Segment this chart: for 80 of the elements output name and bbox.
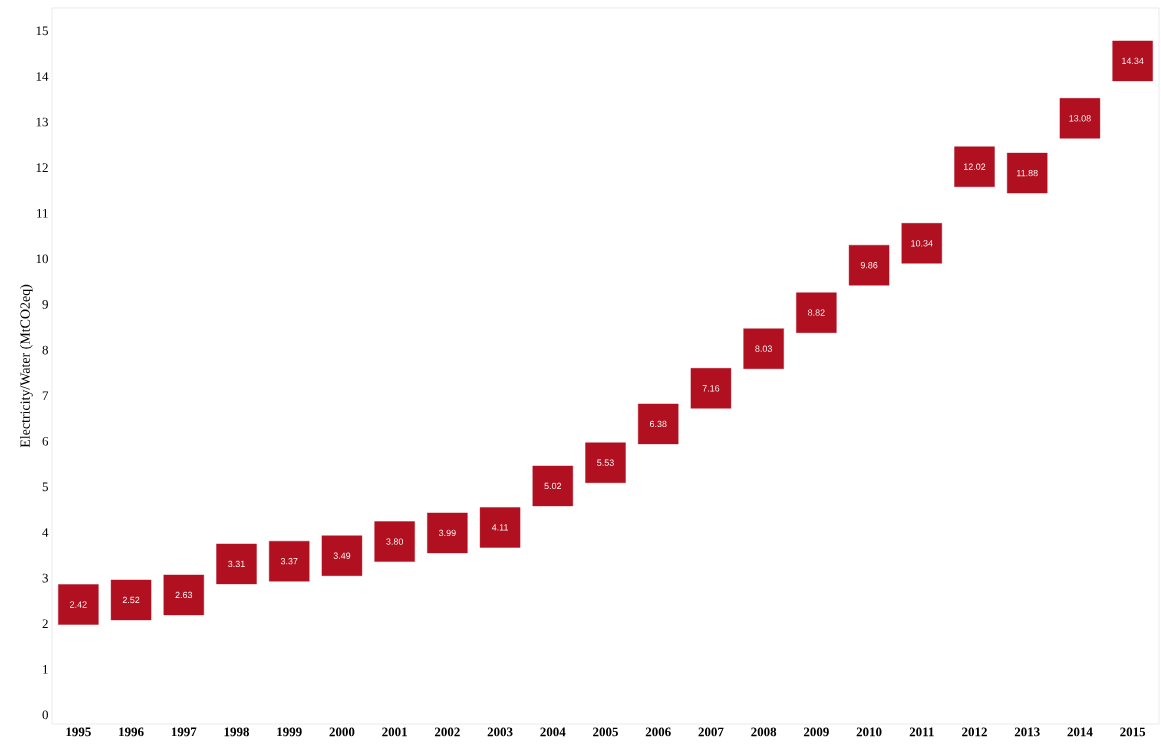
y-tick-label: 5: [42, 482, 48, 492]
y-tick-label: 15: [36, 26, 48, 36]
data-label: 12.02: [963, 163, 986, 170]
y-tick-label: 14: [36, 72, 49, 81]
x-tick-label: 2001: [382, 727, 407, 737]
data-label: 5.53: [597, 459, 614, 466]
point: [479, 507, 521, 548]
data-label: 3.49: [333, 552, 351, 559]
y-tick-label: 7: [42, 391, 49, 400]
x-tick-label: 1999: [277, 727, 302, 737]
data-label: 2.63: [175, 591, 193, 599]
y-tick-label: 13: [36, 117, 48, 127]
y-tick-label: 2: [42, 619, 48, 628]
point: [954, 146, 995, 187]
point: [901, 223, 942, 264]
y-tick-label: 0: [42, 710, 48, 720]
point: [110, 579, 152, 621]
point: [585, 442, 626, 483]
data-label: 5.02: [544, 482, 562, 490]
point: [532, 465, 573, 507]
point: [427, 512, 468, 554]
point: [1059, 98, 1101, 139]
x-tick-label: 2011: [909, 727, 934, 737]
data-label: 3.37: [280, 558, 298, 565]
point: [58, 584, 99, 625]
point: [638, 403, 679, 445]
point: [1112, 40, 1153, 82]
y-tick-label: 6: [42, 436, 49, 446]
y-tick-label: 4: [42, 528, 49, 537]
x-tick-label: 1996: [119, 727, 144, 737]
x-tick-label: 2013: [1014, 727, 1040, 737]
point: [796, 292, 837, 333]
x-tick-label: 2004: [540, 727, 566, 737]
y-tick-label: 11: [37, 208, 48, 218]
x-tick-label: 2014: [1067, 727, 1093, 737]
data-label: 8.82: [808, 309, 825, 316]
y-tick-label: 3: [42, 573, 48, 583]
x-tick-label: 2010: [856, 727, 882, 737]
x-tick-label: 2007: [698, 727, 724, 737]
x-tick-label: 2009: [803, 727, 829, 737]
y-tick-label: 12: [36, 163, 48, 172]
data-label: 3.99: [438, 529, 456, 537]
y-tick-label: 9: [42, 300, 48, 309]
x-tick-label: 1998: [224, 727, 250, 737]
x-tick-label: 2005: [593, 727, 618, 737]
data-label: 8.03: [755, 345, 772, 352]
x-tick-label: 2000: [329, 727, 355, 737]
x-tick-label: 1997: [171, 727, 197, 737]
x-tick-label: 2002: [434, 727, 460, 737]
x-tick-label: 2012: [962, 727, 987, 737]
y-tick-label: 1: [43, 665, 48, 674]
point: [743, 328, 784, 369]
y-tick-label: 8: [42, 345, 48, 355]
x-tick-label: 2008: [751, 727, 777, 737]
data-label: 10.34: [911, 240, 933, 247]
data-label: 3.31: [228, 560, 245, 568]
x-tick-label: 1995: [66, 727, 91, 737]
point: [163, 574, 204, 616]
data-label: 3.80: [386, 538, 404, 545]
data-label: 7.16: [702, 385, 720, 392]
point: [269, 540, 310, 582]
data-label: 14.34: [1122, 57, 1144, 65]
data-label: 4.11: [491, 524, 509, 531]
point: [374, 521, 415, 562]
data-label: 6.38: [649, 420, 667, 428]
data-label: 11.88: [1017, 169, 1038, 177]
x-tick-label: 2006: [645, 727, 671, 737]
x-tick-label: 2015: [1120, 727, 1146, 737]
data-label: 13.08: [1069, 115, 1091, 122]
point: [848, 245, 890, 286]
y-tick-label: 10: [36, 254, 48, 264]
y-axis-title: Electricity/Water (MtCO2eq): [19, 284, 33, 448]
data-label: 9.86: [860, 262, 878, 269]
point: [216, 543, 257, 585]
point: [1007, 152, 1048, 194]
point: [321, 535, 363, 576]
data-label: 2.52: [122, 596, 140, 604]
x-tick-label: 2003: [487, 727, 513, 737]
point: [690, 368, 732, 409]
data-label: 2.42: [70, 601, 87, 608]
